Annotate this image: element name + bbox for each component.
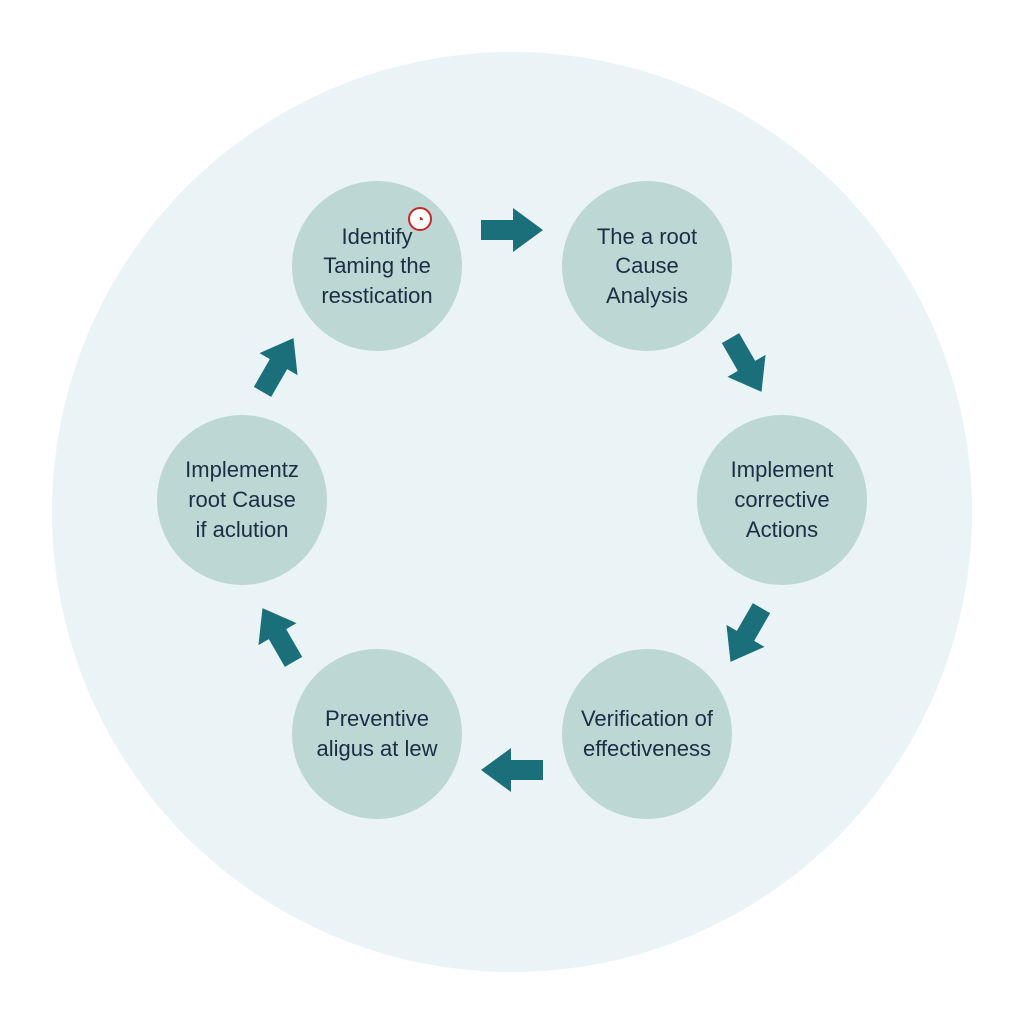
cycle-arrow-4	[477, 742, 547, 798]
clock-icon: ◔	[408, 207, 432, 231]
cycle-node-4: Verification ofeffectiveness	[562, 649, 732, 819]
cycle-node-1: IdentifyTaming theresstication◔	[292, 181, 462, 351]
cycle-node-label: Implementzroot Causeif aclution	[185, 455, 299, 544]
cycle-node-5: Preventivealigus at lew	[292, 649, 462, 819]
cycle-node-label: Preventivealigus at lew	[316, 704, 437, 763]
cycle-node-2: The a rootCauseAnalysis	[562, 181, 732, 351]
cycle-node-label: The a rootCauseAnalysis	[597, 222, 697, 311]
cycle-node-label: IdentifyTaming theresstication	[321, 222, 432, 311]
cycle-node-3: ImplementcorrectiveActions	[697, 415, 867, 585]
cycle-arrow-1	[477, 202, 547, 258]
cycle-node-label: Verification ofeffectiveness	[581, 704, 713, 763]
cycle-node-label: ImplementcorrectiveActions	[731, 455, 834, 544]
cycle-node-6: Implementzroot Causeif aclution	[157, 415, 327, 585]
